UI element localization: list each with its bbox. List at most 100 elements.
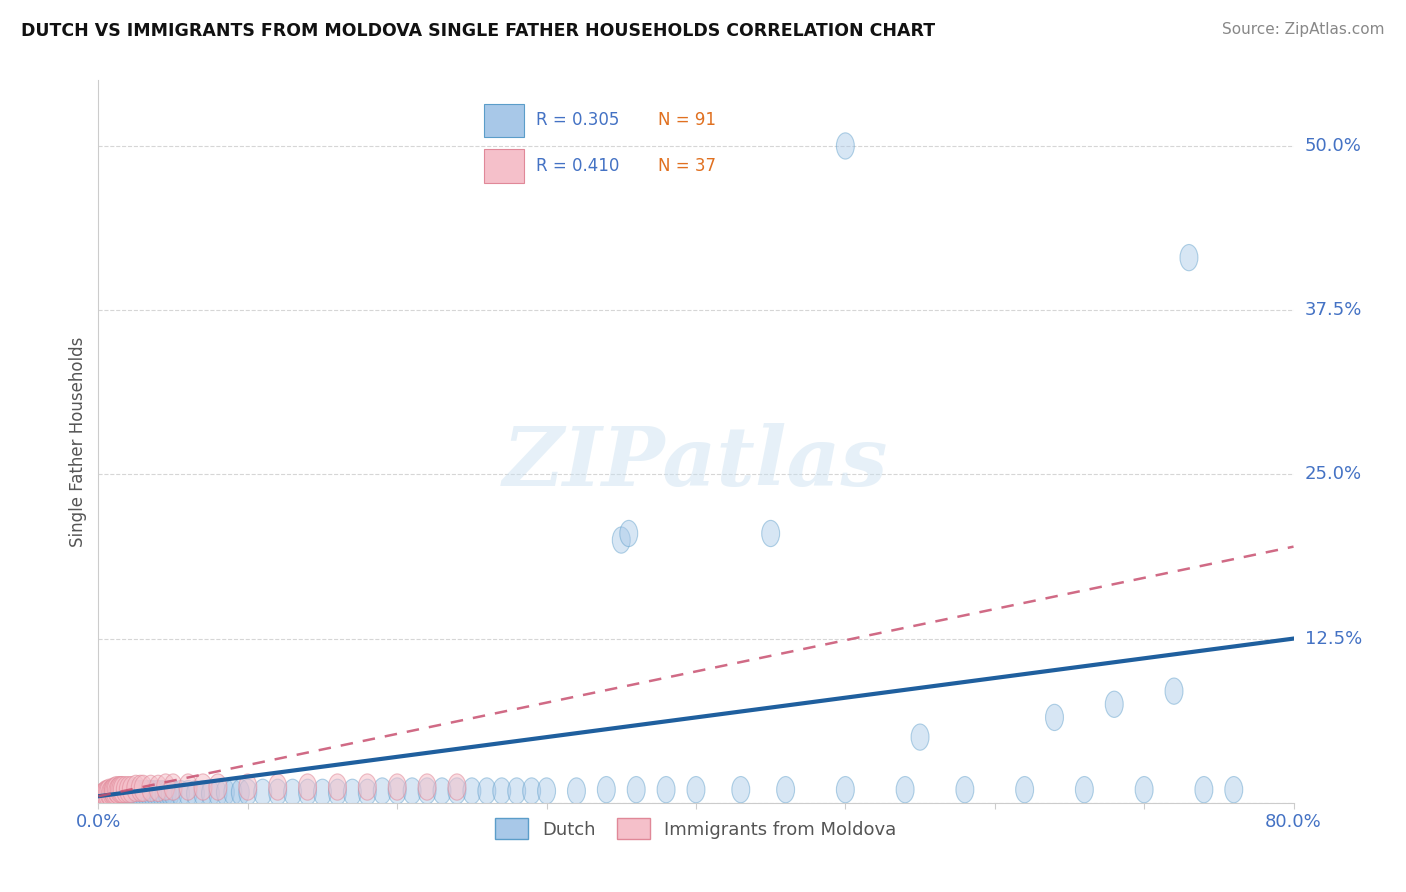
Ellipse shape: [100, 783, 118, 809]
Ellipse shape: [107, 781, 125, 808]
Ellipse shape: [107, 783, 125, 809]
Ellipse shape: [97, 781, 115, 808]
Ellipse shape: [1105, 691, 1123, 717]
Text: ZIPatlas: ZIPatlas: [503, 423, 889, 503]
Ellipse shape: [209, 774, 226, 800]
Ellipse shape: [284, 779, 302, 805]
Ellipse shape: [146, 780, 165, 806]
Ellipse shape: [776, 777, 794, 803]
Ellipse shape: [613, 527, 630, 553]
Ellipse shape: [118, 780, 136, 806]
Ellipse shape: [104, 780, 122, 806]
Ellipse shape: [343, 779, 361, 805]
Ellipse shape: [159, 780, 176, 806]
Ellipse shape: [114, 781, 131, 808]
Ellipse shape: [104, 778, 122, 804]
Ellipse shape: [523, 778, 541, 804]
Ellipse shape: [103, 779, 121, 805]
Ellipse shape: [269, 779, 287, 805]
Ellipse shape: [418, 774, 436, 800]
Ellipse shape: [194, 780, 212, 806]
Ellipse shape: [149, 775, 167, 802]
Ellipse shape: [449, 774, 465, 800]
Ellipse shape: [101, 780, 120, 806]
Ellipse shape: [97, 780, 115, 806]
Ellipse shape: [104, 779, 122, 805]
Ellipse shape: [128, 780, 146, 806]
Text: Source: ZipAtlas.com: Source: ZipAtlas.com: [1222, 22, 1385, 37]
Ellipse shape: [224, 779, 242, 805]
Ellipse shape: [418, 778, 436, 804]
Ellipse shape: [127, 775, 145, 802]
Ellipse shape: [149, 780, 167, 806]
Text: DUTCH VS IMMIGRANTS FROM MOLDOVA SINGLE FATHER HOUSEHOLDS CORRELATION CHART: DUTCH VS IMMIGRANTS FROM MOLDOVA SINGLE …: [21, 22, 935, 40]
Ellipse shape: [117, 777, 135, 803]
Ellipse shape: [598, 777, 616, 803]
Ellipse shape: [114, 777, 131, 803]
Ellipse shape: [187, 780, 204, 806]
Ellipse shape: [152, 780, 170, 806]
Ellipse shape: [156, 774, 174, 800]
Ellipse shape: [911, 724, 929, 750]
Ellipse shape: [956, 777, 974, 803]
Ellipse shape: [165, 774, 183, 800]
Ellipse shape: [131, 775, 149, 802]
Ellipse shape: [896, 777, 914, 803]
Ellipse shape: [194, 774, 212, 800]
Text: 25.0%: 25.0%: [1305, 466, 1362, 483]
Legend: Dutch, Immigrants from Moldova: Dutch, Immigrants from Moldova: [486, 809, 905, 848]
Ellipse shape: [1195, 777, 1213, 803]
Ellipse shape: [141, 780, 159, 806]
Ellipse shape: [94, 783, 112, 809]
Ellipse shape: [762, 520, 780, 547]
Ellipse shape: [179, 780, 197, 806]
Ellipse shape: [508, 778, 526, 804]
Text: 50.0%: 50.0%: [1305, 137, 1361, 155]
Ellipse shape: [131, 780, 149, 806]
Ellipse shape: [111, 781, 128, 808]
Ellipse shape: [117, 780, 135, 806]
Ellipse shape: [111, 777, 128, 803]
Ellipse shape: [97, 783, 115, 809]
Ellipse shape: [121, 780, 139, 806]
Ellipse shape: [124, 780, 142, 806]
Ellipse shape: [1015, 777, 1033, 803]
Ellipse shape: [627, 777, 645, 803]
Ellipse shape: [122, 777, 141, 803]
Ellipse shape: [433, 778, 451, 804]
Ellipse shape: [374, 778, 391, 804]
Ellipse shape: [1135, 777, 1153, 803]
Ellipse shape: [100, 779, 118, 805]
Ellipse shape: [108, 778, 127, 804]
Ellipse shape: [112, 780, 129, 806]
Ellipse shape: [107, 777, 125, 803]
Ellipse shape: [478, 778, 496, 804]
Ellipse shape: [388, 774, 406, 800]
Ellipse shape: [733, 777, 749, 803]
Ellipse shape: [108, 781, 127, 808]
Ellipse shape: [122, 780, 141, 806]
Ellipse shape: [111, 780, 128, 806]
Ellipse shape: [359, 779, 377, 805]
Y-axis label: Single Father Households: Single Father Households: [69, 336, 87, 547]
Ellipse shape: [463, 778, 481, 804]
Ellipse shape: [201, 780, 219, 806]
Ellipse shape: [568, 778, 585, 804]
Ellipse shape: [142, 775, 160, 802]
Ellipse shape: [537, 778, 555, 804]
Ellipse shape: [239, 774, 257, 800]
Ellipse shape: [298, 774, 316, 800]
Ellipse shape: [1076, 777, 1094, 803]
Ellipse shape: [143, 780, 162, 806]
Ellipse shape: [125, 780, 143, 806]
Ellipse shape: [329, 779, 346, 805]
Ellipse shape: [105, 783, 124, 809]
Ellipse shape: [217, 779, 235, 805]
Ellipse shape: [1225, 777, 1243, 803]
Ellipse shape: [1166, 678, 1182, 705]
Ellipse shape: [172, 780, 190, 806]
Ellipse shape: [112, 781, 129, 808]
Ellipse shape: [120, 780, 138, 806]
Ellipse shape: [657, 777, 675, 803]
Ellipse shape: [114, 780, 131, 806]
